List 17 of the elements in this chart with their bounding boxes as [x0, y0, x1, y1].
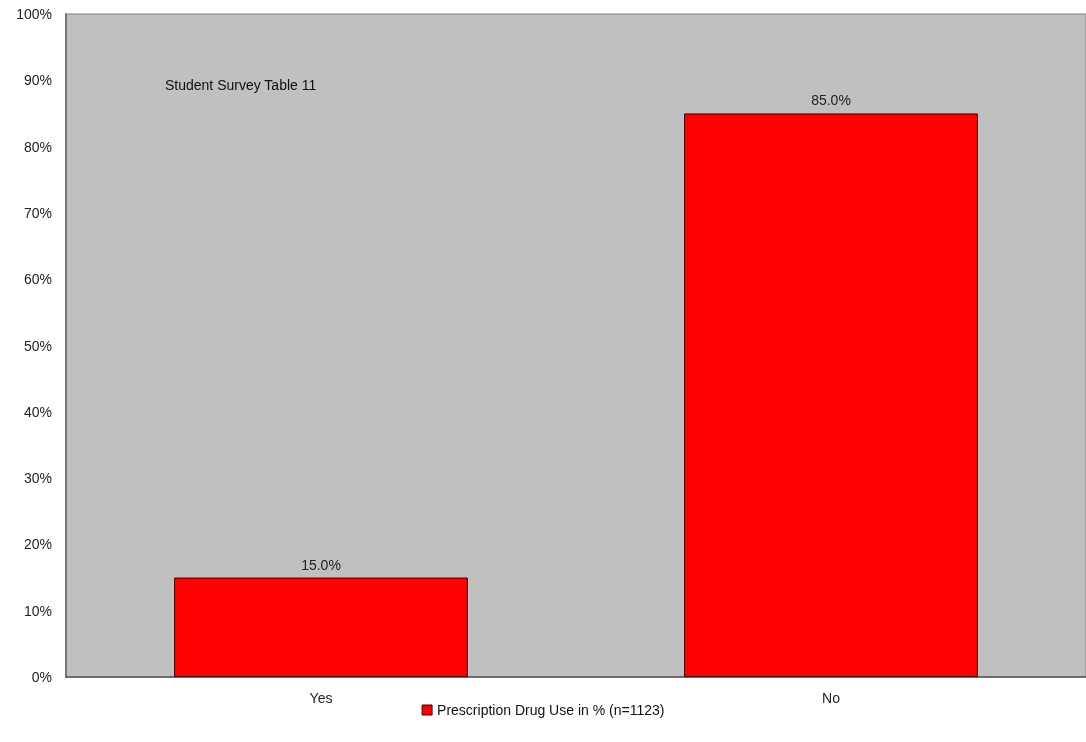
y-tick-label: 90%: [23, 72, 52, 89]
data-label: 15.0%: [301, 556, 341, 573]
annotation: Student Survey Table 11: [165, 77, 317, 93]
y-tick-label: 10%: [23, 602, 52, 619]
y-tick-label: 0%: [31, 669, 52, 685]
y-tick-label: 100%: [16, 6, 52, 22]
legend-label: Prescription Drug Use in % (n=1123): [437, 702, 665, 718]
y-tick-label: 40%: [23, 403, 52, 420]
y-tick-label: 20%: [23, 536, 52, 553]
y-tick-label: 70%: [23, 204, 52, 221]
x-tick-label: No: [822, 690, 841, 706]
y-tick-label: 50%: [23, 337, 52, 354]
x-tick-label: Yes: [309, 690, 333, 706]
y-tick-label: 60%: [23, 271, 52, 288]
y-tick-label: 80%: [23, 138, 52, 155]
data-label: 85.0%: [811, 92, 851, 109]
y-tick-label: 30%: [23, 470, 52, 487]
